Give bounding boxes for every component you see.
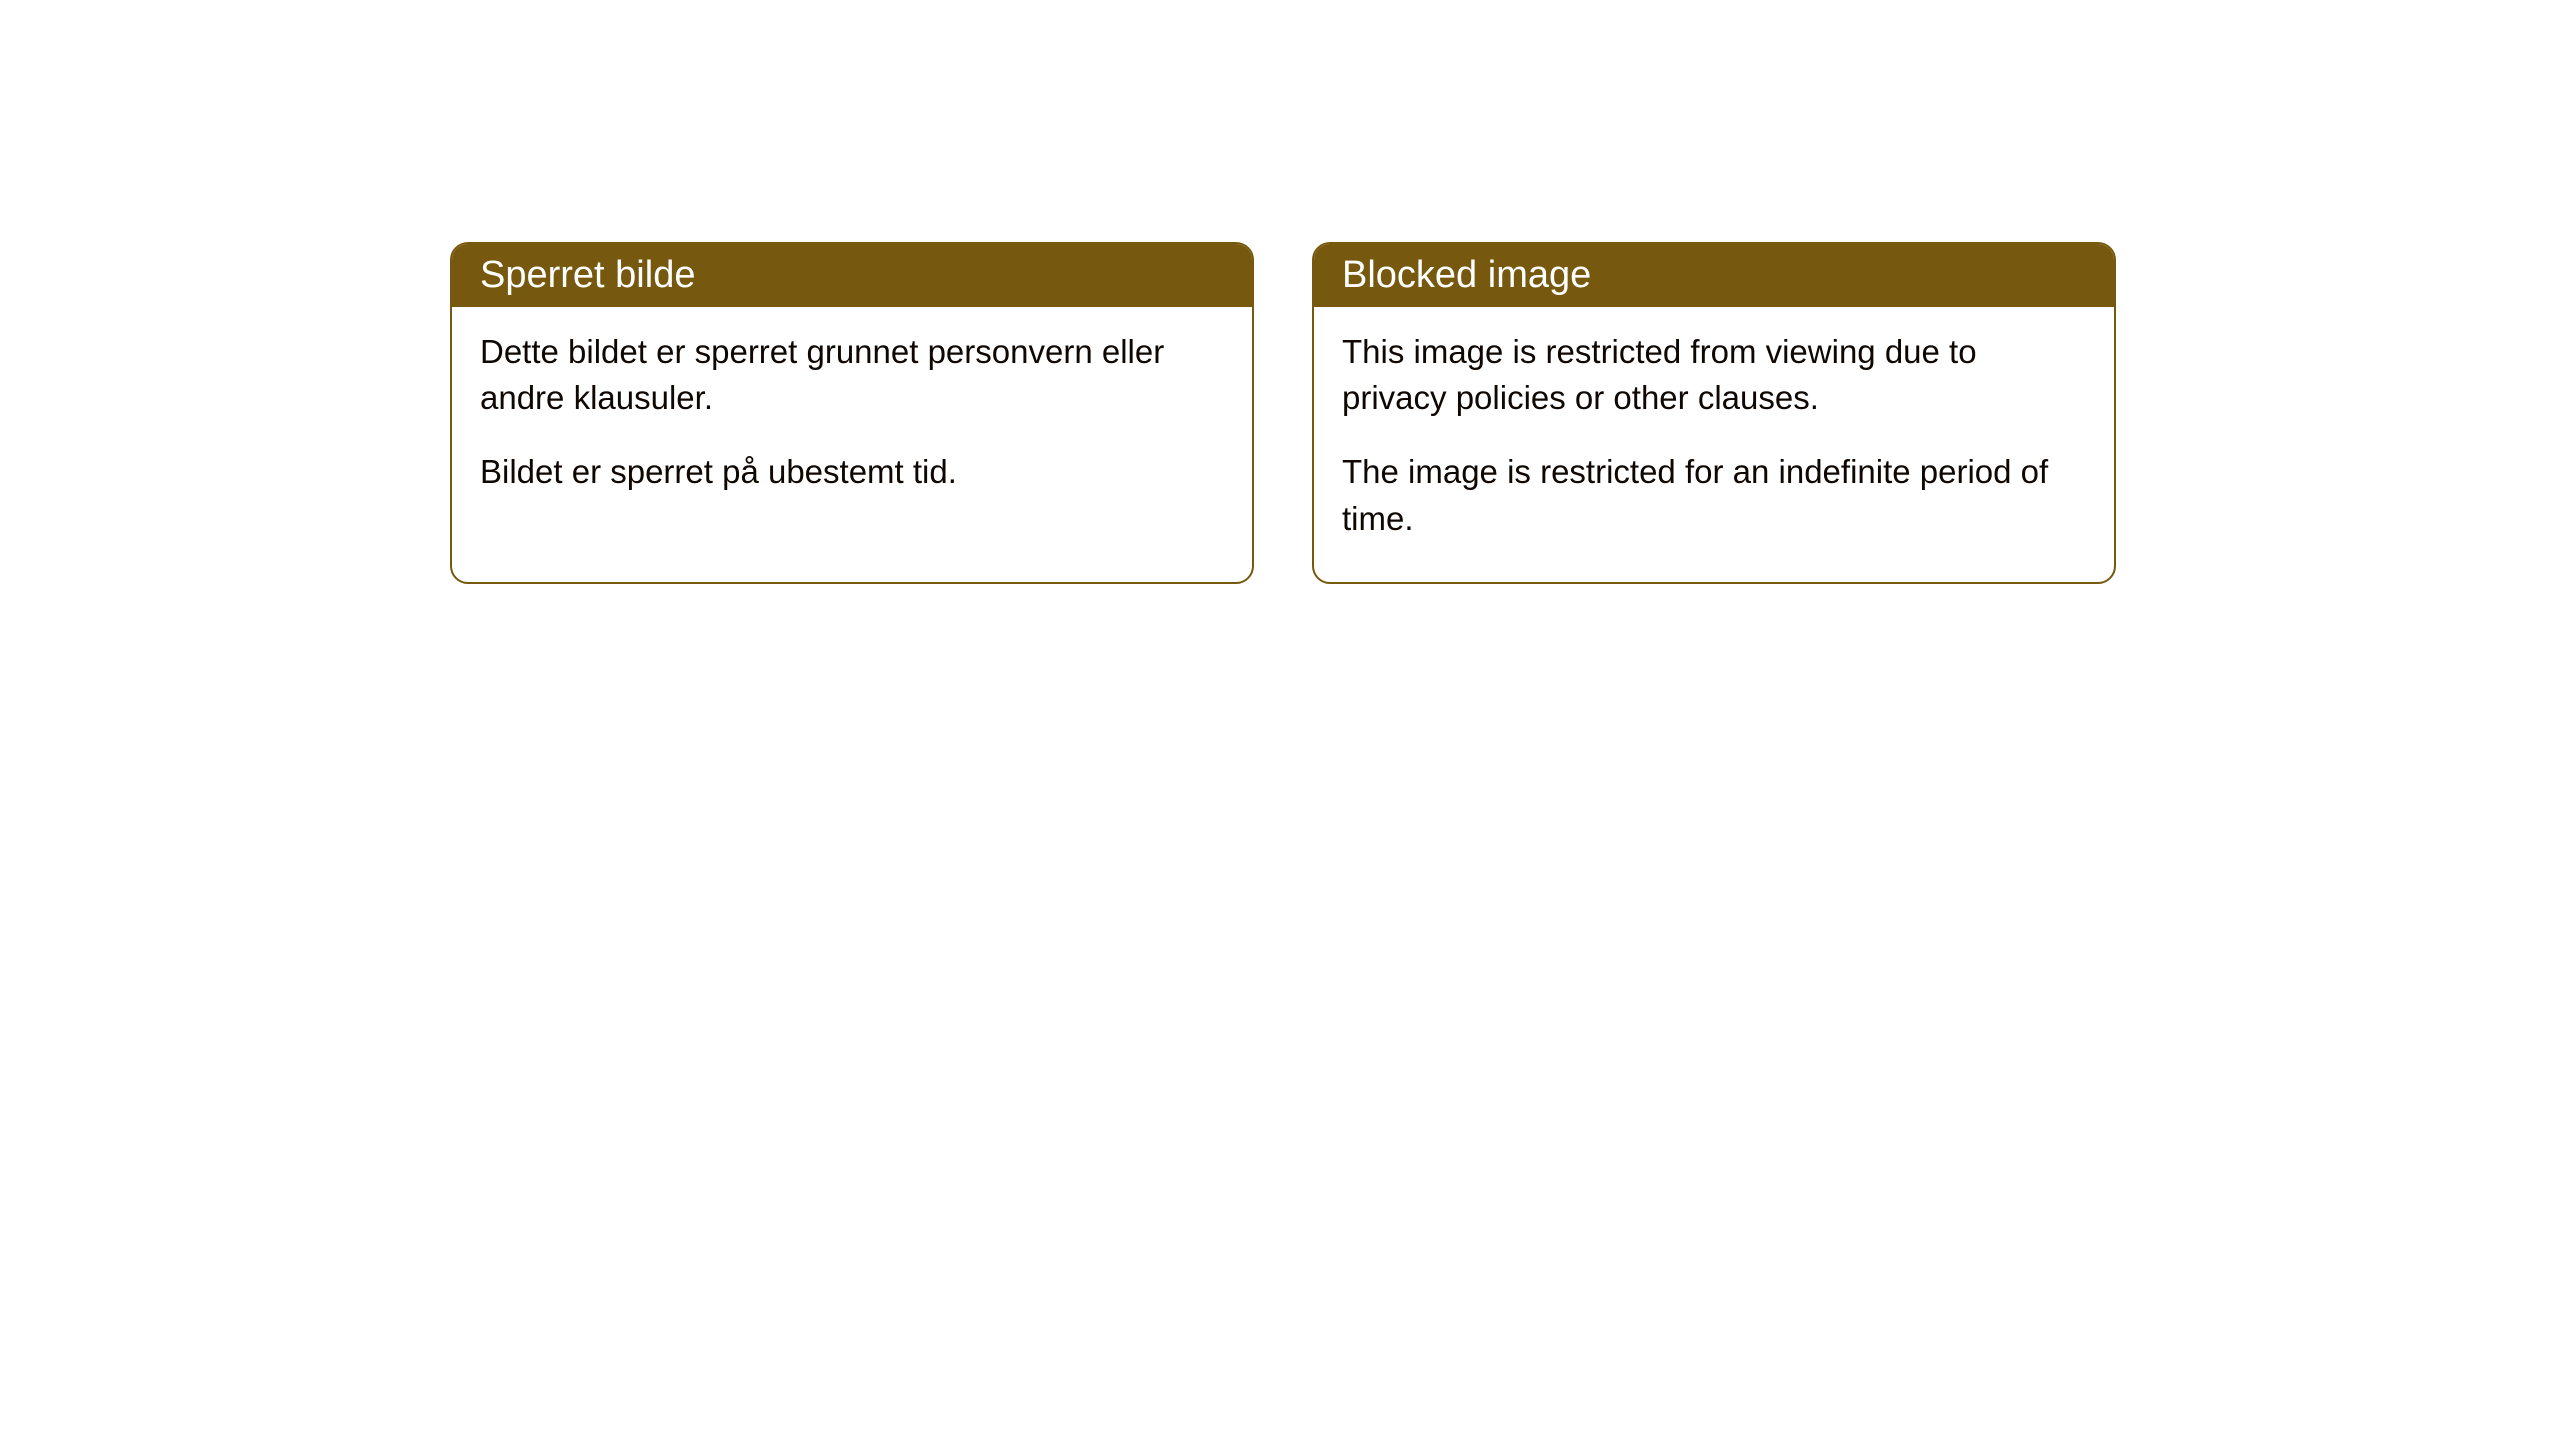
card-title: Blocked image — [1342, 254, 1591, 296]
card-body: This image is restricted from viewing du… — [1314, 307, 2114, 582]
card-header: Sperret bilde — [452, 244, 1252, 307]
notice-card-norwegian: Sperret bilde Dette bildet er sperret gr… — [450, 242, 1254, 584]
notice-container: Sperret bilde Dette bildet er sperret gr… — [450, 242, 2116, 584]
notice-paragraph: Bildet er sperret på ubestemt tid. — [480, 449, 1224, 495]
card-header: Blocked image — [1314, 244, 2114, 307]
notice-paragraph: The image is restricted for an indefinit… — [1342, 449, 2086, 541]
notice-paragraph: Dette bildet er sperret grunnet personve… — [480, 329, 1224, 421]
card-title: Sperret bilde — [480, 254, 695, 296]
card-body: Dette bildet er sperret grunnet personve… — [452, 307, 1252, 536]
notice-card-english: Blocked image This image is restricted f… — [1312, 242, 2116, 584]
notice-paragraph: This image is restricted from viewing du… — [1342, 329, 2086, 421]
